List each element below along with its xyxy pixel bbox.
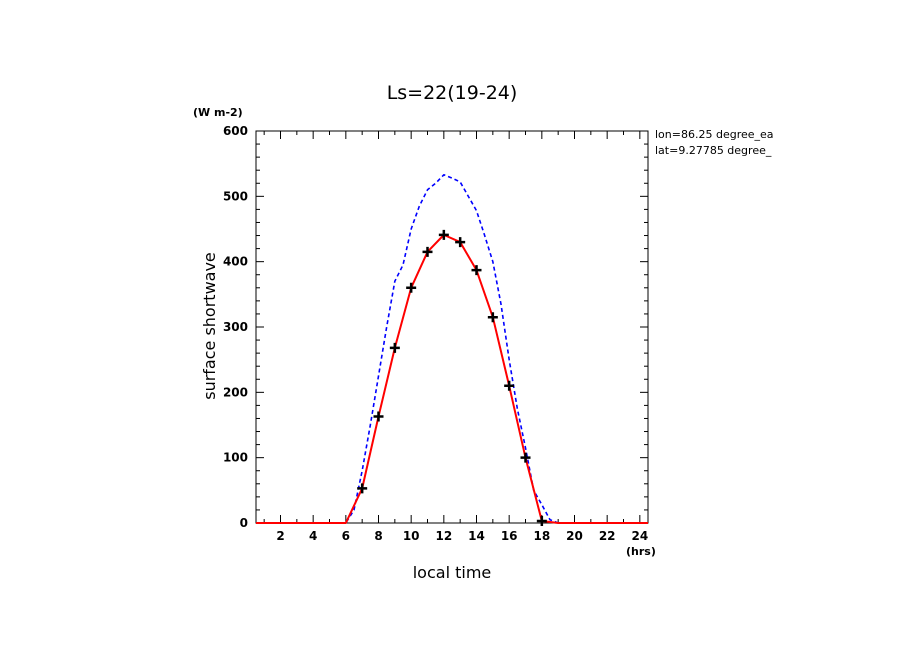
x-tick-label: 2 <box>276 529 284 543</box>
x-tick-label: 20 <box>566 529 583 543</box>
data-point-marker <box>487 312 498 323</box>
plot-frame <box>255 130 649 524</box>
x-tick-label: 12 <box>435 529 452 543</box>
x-tick-label: 22 <box>599 529 616 543</box>
y-tick-label: 200 <box>223 385 248 399</box>
x-tick-label: 18 <box>533 529 550 543</box>
x-tick-label: 10 <box>403 529 420 543</box>
x-tick-label: 4 <box>309 529 317 543</box>
data-point-marker <box>520 452 531 463</box>
data-point-marker <box>536 516 547 527</box>
annotation-lon: lon=86.25 degree_ea <box>655 128 774 141</box>
y-tick-label: 600 <box>223 124 248 138</box>
series-line-red-solid <box>256 233 648 524</box>
data-point-marker <box>438 229 449 240</box>
x-tick-label: 24 <box>631 529 648 543</box>
y-unit-label: (W m-2) <box>193 106 243 119</box>
data-point-marker <box>406 282 417 293</box>
x-unit-label: (hrs) <box>626 545 656 558</box>
y-tick-label: 0 <box>240 516 248 530</box>
data-point-marker <box>471 265 482 276</box>
data-point-marker <box>422 246 433 257</box>
y-tick-label: 300 <box>223 320 248 334</box>
x-tick-label: 8 <box>374 529 382 543</box>
chart-title: Ls=22(19-24) <box>387 82 518 104</box>
series-line-blue-dashed <box>256 173 648 524</box>
y-tick-label: 500 <box>223 189 248 203</box>
x-tick-label: 16 <box>501 529 518 543</box>
data-point-marker <box>389 342 400 353</box>
y-tick-label: 100 <box>223 451 248 465</box>
annotation-lat: lat=9.27785 degree_ <box>655 144 772 157</box>
data-point-marker <box>357 483 368 494</box>
data-point-marker <box>504 380 515 391</box>
data-point-marker <box>373 411 384 422</box>
y-axis-title: surface shortwave <box>200 252 219 400</box>
x-tick-label: 6 <box>342 529 350 543</box>
x-axis-title: local time <box>413 563 492 582</box>
x-tick-label: 14 <box>468 529 485 543</box>
data-point-marker <box>455 237 466 248</box>
y-tick-label: 400 <box>223 255 248 269</box>
